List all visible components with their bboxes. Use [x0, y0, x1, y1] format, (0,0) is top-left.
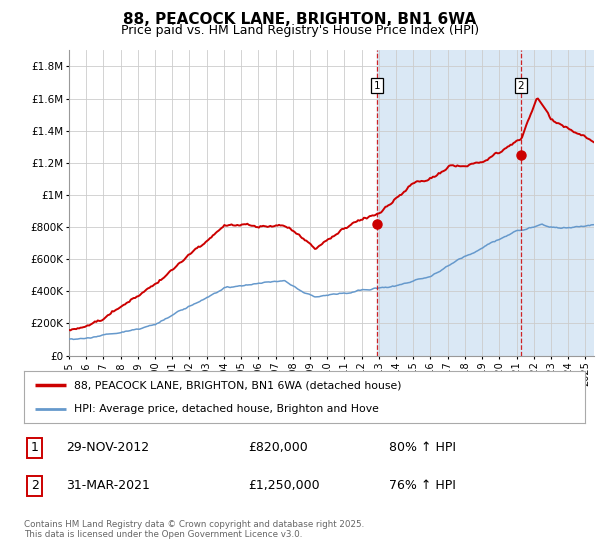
Text: £820,000: £820,000 — [248, 441, 308, 454]
Text: 76% ↑ HPI: 76% ↑ HPI — [389, 479, 455, 492]
Text: 31-MAR-2021: 31-MAR-2021 — [66, 479, 150, 492]
Text: 2: 2 — [518, 81, 524, 91]
Text: 1: 1 — [31, 441, 38, 454]
Text: Price paid vs. HM Land Registry's House Price Index (HPI): Price paid vs. HM Land Registry's House … — [121, 24, 479, 36]
Text: 80% ↑ HPI: 80% ↑ HPI — [389, 441, 455, 454]
Text: £1,250,000: £1,250,000 — [248, 479, 320, 492]
Text: 88, PEACOCK LANE, BRIGHTON, BN1 6WA (detached house): 88, PEACOCK LANE, BRIGHTON, BN1 6WA (det… — [74, 380, 402, 390]
Text: 2: 2 — [31, 479, 38, 492]
Text: HPI: Average price, detached house, Brighton and Hove: HPI: Average price, detached house, Brig… — [74, 404, 379, 414]
Text: 1: 1 — [374, 81, 380, 91]
Text: 88, PEACOCK LANE, BRIGHTON, BN1 6WA: 88, PEACOCK LANE, BRIGHTON, BN1 6WA — [124, 12, 476, 27]
Text: Contains HM Land Registry data © Crown copyright and database right 2025.
This d: Contains HM Land Registry data © Crown c… — [24, 520, 364, 539]
Bar — [377, 50, 600, 356]
Text: 29-NOV-2012: 29-NOV-2012 — [66, 441, 149, 454]
